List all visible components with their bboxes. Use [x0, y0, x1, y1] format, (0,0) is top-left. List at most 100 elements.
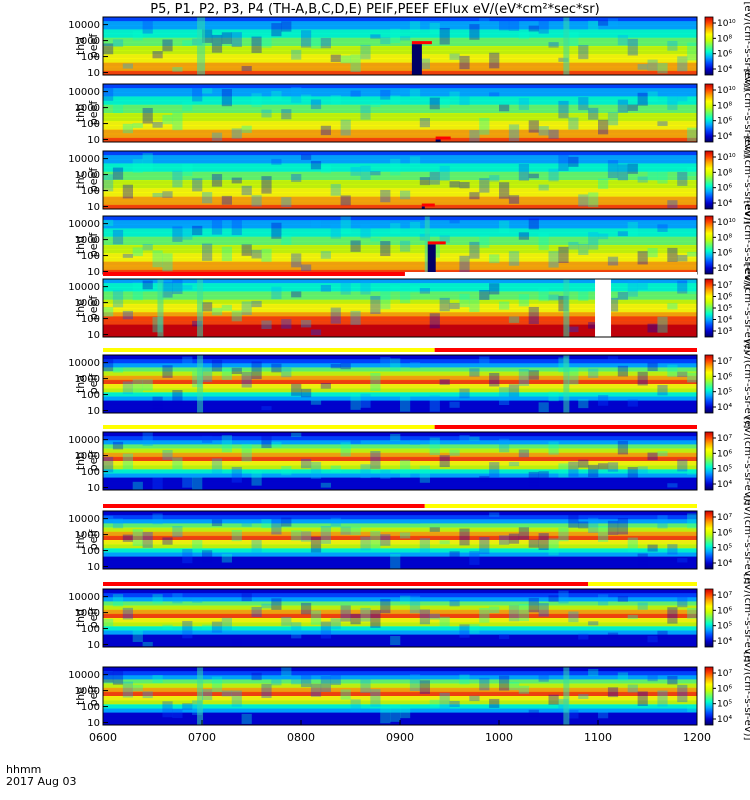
- flux-texture: [281, 21, 292, 32]
- flux-texture: [211, 34, 223, 53]
- y-tick-label: 10000: [68, 592, 100, 603]
- flux-texture: [657, 451, 668, 457]
- flux-texture: [142, 153, 153, 172]
- flux-texture: [162, 282, 173, 298]
- colorbar-tick-label: 10⁵: [717, 388, 732, 398]
- flux-texture: [538, 402, 549, 413]
- flux-texture: [598, 526, 609, 542]
- flux-texture: [152, 192, 163, 198]
- flux-texture: [528, 709, 539, 717]
- y-tick-label: 100: [81, 314, 100, 325]
- colorbar-units-label: [eV/(cm²-s-sr-eV)]: [742, 201, 750, 290]
- flux-texture: [301, 264, 312, 271]
- flux-texture: [627, 614, 638, 620]
- flux-texture: [142, 641, 153, 647]
- flux-texture: [291, 86, 302, 103]
- flux-texture: [103, 456, 114, 473]
- panel-probe-label: the: [74, 299, 87, 317]
- flux-texture: [469, 624, 480, 634]
- flux-texture: [637, 64, 648, 70]
- flux-texture: [499, 182, 510, 199]
- energy-band: [103, 355, 697, 360]
- energy-band: [103, 667, 697, 672]
- flux-texture: [360, 165, 371, 181]
- flux-texture: [202, 435, 213, 443]
- flux-texture: [657, 121, 668, 127]
- panel-probe-label: thc: [74, 171, 87, 188]
- flux-texture: [291, 432, 302, 437]
- flux-texture: [409, 439, 421, 445]
- flux-texture: [340, 119, 351, 136]
- flux-texture: [360, 224, 371, 239]
- flux-texture: [112, 518, 124, 529]
- flux-texture: [667, 607, 678, 624]
- panel-probe-label: thd: [74, 609, 87, 627]
- quality-flag-segment: [103, 272, 405, 276]
- y-tick-label: 1000: [75, 170, 100, 181]
- flux-texture: [558, 100, 569, 119]
- flux-texture: [320, 37, 331, 49]
- energy-band: [103, 192, 697, 198]
- flux-texture: [677, 171, 688, 186]
- flux-texture: [231, 690, 242, 707]
- y-tick-label: 100: [81, 119, 100, 130]
- flux-texture: [142, 432, 153, 446]
- flux-texture: [103, 307, 114, 317]
- flux-texture: [320, 125, 331, 136]
- energy-band: [103, 560, 697, 566]
- flux-texture: [202, 302, 213, 312]
- panel-product-label: peif: [87, 685, 100, 707]
- y-tick-label: 10000: [68, 282, 100, 293]
- flux-texture: [103, 43, 114, 55]
- flux-texture: [528, 597, 539, 613]
- colorbar-tick-label: 10⁷: [717, 513, 732, 523]
- panel-frame: [102, 588, 698, 648]
- flux-texture: [667, 40, 678, 51]
- flux-texture: [479, 178, 490, 193]
- energy-band: [103, 163, 697, 169]
- flux-texture: [103, 219, 114, 227]
- flux-texture: [251, 195, 262, 207]
- flux-texture: [469, 299, 480, 312]
- flux-texture: [419, 288, 430, 294]
- flux-texture: [112, 229, 124, 245]
- flux-texture: [360, 105, 371, 120]
- data-gap-flag: [435, 136, 451, 140]
- colorbar-units-label: [eV/(cm²-s-sr-eV)]: [742, 652, 750, 741]
- flux-texture: [162, 253, 173, 272]
- flux-texture: [182, 224, 193, 240]
- flux-texture: [568, 326, 579, 333]
- energy-band: [103, 396, 697, 402]
- energy-band: [103, 291, 697, 297]
- flux-texture: [439, 297, 450, 312]
- flux-texture: [439, 379, 450, 385]
- flux-texture: [350, 699, 361, 713]
- spectrogram-panel-tha-peef: 10 100 1000 10000 tha peef 10⁴ 10⁶ 10⁸ 10¹⁰ [eV/(c…: [68, 2, 750, 91]
- energy-band: [103, 700, 697, 705]
- flux-texture: [241, 244, 252, 256]
- colorbar-tick-label: 10¹⁰: [717, 153, 736, 163]
- energy-band: [103, 70, 697, 76]
- flux-texture: [261, 603, 272, 609]
- flux-texture: [211, 676, 223, 693]
- flux-texture: [647, 362, 658, 372]
- flux-texture: [182, 620, 193, 639]
- colorbar: [704, 83, 714, 143]
- flux-texture: [647, 635, 658, 643]
- flux-texture: [330, 618, 341, 630]
- energy-band: [103, 104, 697, 110]
- quality-flag-segment: [434, 348, 697, 352]
- flux-texture: [627, 38, 638, 56]
- flux-texture: [231, 367, 242, 375]
- flux-texture: [637, 283, 648, 290]
- flux-texture: [538, 288, 549, 302]
- flux-texture: [558, 527, 569, 542]
- flux-texture: [251, 361, 262, 380]
- flux-texture: [419, 538, 430, 555]
- flux-texture: [360, 679, 371, 693]
- flux-texture: [419, 177, 430, 186]
- flux-texture: [439, 540, 450, 545]
- spectrogram-panel-thc-peif: 10 100 1000 10000 thc peif 10⁴ 10⁵ 10⁶ 10⁷ [eV/(cm…: [68, 496, 750, 585]
- colorbar-tick-label: 10⁶: [717, 528, 732, 538]
